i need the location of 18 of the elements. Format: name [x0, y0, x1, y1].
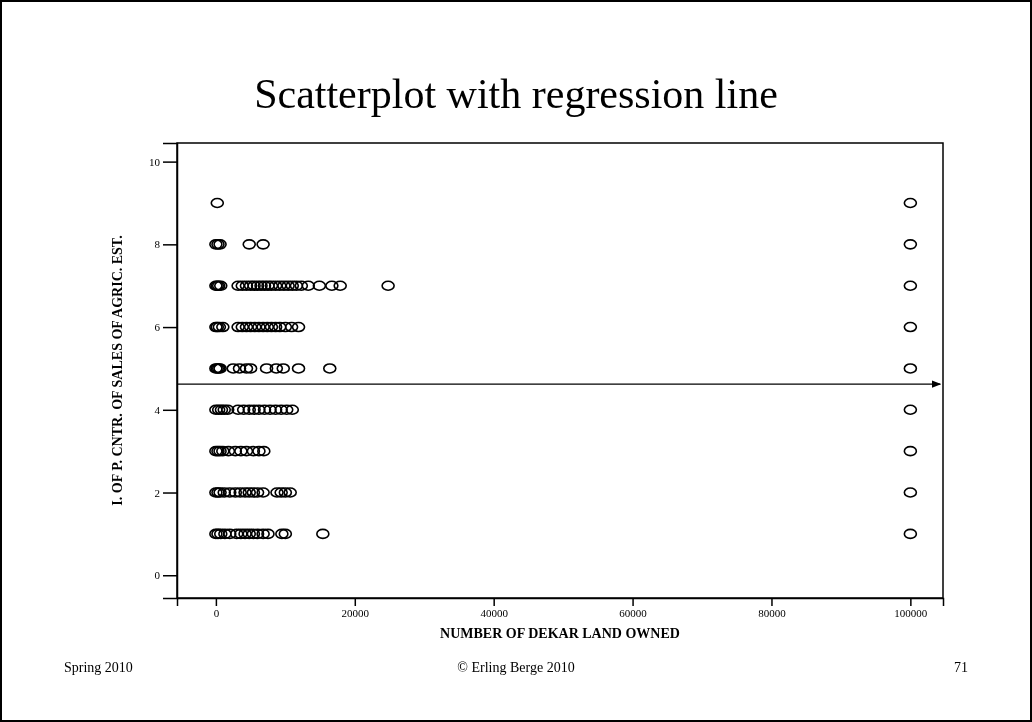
text: Spring 2010 [64, 660, 133, 675]
y-axis-title: I. OF P. CNTR. OF SALES OF AGRIC. EST. [110, 235, 125, 506]
y-tick-label: 0 [154, 569, 161, 582]
chart-title: Scatterplot with regression line [254, 71, 778, 117]
y-tick-label: 10 [149, 155, 161, 168]
x-tick-label: 80000 [758, 606, 787, 619]
y-tick-label: 8 [154, 238, 161, 251]
y-tick-label: 6 [154, 321, 161, 334]
y-tick-label: 2 [154, 486, 160, 499]
x-tick-label: 60000 [619, 606, 648, 619]
x-tick-label: 0 [213, 606, 220, 619]
text: 71 [954, 660, 968, 675]
x-axis-title: NUMBER OF DEKAR LAND OWNED [440, 626, 680, 641]
text: © Erling Berge 2010 [457, 660, 575, 675]
x-tick-label: 100000 [894, 606, 928, 619]
x-tick-label: 20000 [341, 606, 370, 619]
y-tick-label: 4 [154, 403, 161, 416]
x-tick-label: 40000 [480, 606, 509, 619]
